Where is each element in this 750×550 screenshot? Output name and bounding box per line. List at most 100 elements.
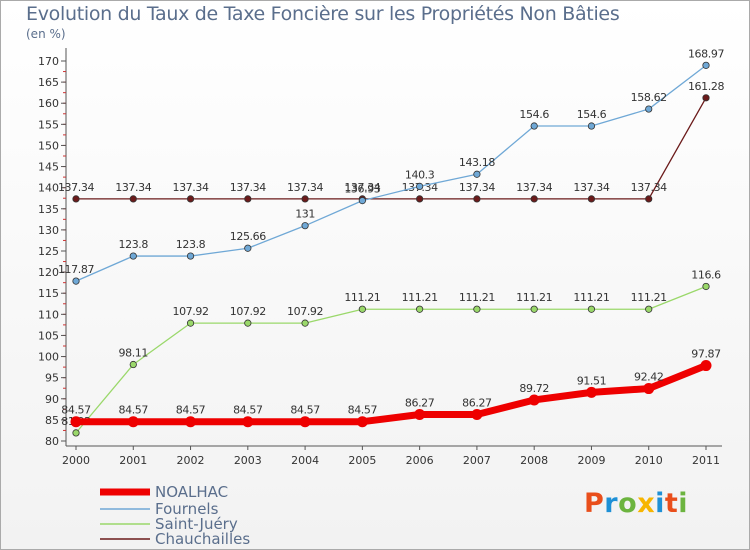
y-tick-label: 155 [38,118,59,131]
x-tick-label: 2007 [463,454,491,467]
data-label-saint-ju-ry: 107.92 [172,305,208,318]
logo-letter: t [664,488,679,519]
point-chauchailles [72,195,80,203]
data-label-fournels: 131 [295,208,315,221]
data-label-noalhac: 86.27 [405,397,435,410]
x-tick-label: 2009 [577,454,605,467]
point-fournels [587,122,596,130]
point-noalhac [127,416,139,428]
y-tick-label: 95 [45,372,59,385]
point-saint-ju-ry [473,305,481,313]
y-tick-label: 105 [38,329,59,342]
y-tick-label: 110 [38,308,59,321]
logo-letter: x [637,488,656,519]
point-fournels [473,170,481,178]
point-fournels [244,244,252,252]
logo-letter: r [604,488,619,519]
x-tick-label: 2011 [692,454,720,467]
point-noalhac [242,416,254,428]
data-label-chauchailles: 137.34 [115,181,151,194]
data-label-chauchailles: 137.34 [459,181,495,194]
data-label-fournels: 140.3 [405,168,435,181]
data-label-saint-ju-ry: 116.6 [691,268,721,281]
point-fournels [416,182,424,190]
data-label-noalhac: 97.87 [691,348,721,361]
data-label-saint-ju-ry: 107.92 [230,305,266,318]
point-fournels [301,222,309,230]
data-label-fournels: 154.6 [519,108,549,121]
logo-letter: o [618,488,638,519]
point-chauchailles [301,195,309,203]
y-tick-label: 130 [38,224,59,237]
point-saint-ju-ry [587,305,596,313]
series-line-chauchailles [75,97,707,200]
point-fournels [702,61,710,69]
point-saint-ju-ry [702,282,710,291]
point-noalhac [700,360,712,372]
data-label-fournels: 125.66 [230,230,266,243]
y-tick-label: 160 [38,97,59,110]
data-label-chauchailles: 137.34 [58,181,94,194]
x-tick-label: 2004 [291,454,319,467]
data-label-saint-ju-ry: 111.21 [631,291,667,304]
data-label-noalhac: 84.57 [290,404,320,417]
data-label-chauchailles: 137.34 [230,181,266,194]
point-saint-ju-ry [129,360,137,369]
chart-title: Evolution du Taux de Taxe Foncière sur l… [26,3,620,25]
point-chauchailles [473,195,481,203]
y-tick-label: 170 [38,55,59,68]
x-tick-label: 2010 [635,454,663,467]
y-tick-label: 85 [45,414,59,427]
point-saint-ju-ry [244,319,252,327]
series-line-saint-ju-ry [75,285,707,434]
point-noalhac [414,409,426,421]
legend-label-fournels: Fournels [155,500,219,518]
data-label-noalhac: 91.51 [577,374,607,387]
data-label-saint-ju-ry: 111.21 [516,291,552,304]
data-label-fournels: 117.87 [58,263,94,276]
point-saint-ju-ry [645,305,653,313]
y-tick-label: 90 [45,393,59,406]
x-tick-label: 2008 [520,454,548,467]
y-tick-label: 145 [38,161,59,174]
point-noalhac [471,409,483,421]
data-label-fournels: 143.18 [459,156,495,169]
data-label-noalhac: 84.57 [348,404,378,417]
data-label-chauchailles: 137.34 [631,181,667,194]
data-label-saint-ju-ry: 111.21 [459,291,495,304]
point-noalhac [356,416,368,428]
point-noalhac [70,416,82,428]
point-chauchailles [129,195,137,203]
point-chauchailles [416,195,424,203]
y-tick-label: 115 [38,287,59,300]
data-label-noalhac: 86.27 [462,397,492,410]
y-tick-label: 140 [38,182,59,195]
data-label-fournels: 154.6 [577,108,607,121]
series-line-noalhac [72,362,710,426]
point-saint-ju-ry [530,305,538,313]
x-tick-label: 2001 [119,454,147,467]
point-saint-ju-ry [72,429,80,437]
point-fournels [186,252,195,260]
point-fournels [530,122,538,130]
point-chauchailles [645,195,653,203]
data-label-saint-ju-ry: 107.92 [287,305,323,318]
legend-label-saint-ju-ry: Saint-Juéry [155,515,238,533]
point-noalhac [528,394,540,406]
data-label-chauchailles: 137.34 [287,181,323,194]
point-fournels [72,277,80,285]
logo-letter: i [678,488,689,519]
legend-label-noalhac: NOALHAC [155,483,228,501]
data-label-fournels: 158.62 [631,91,667,104]
data-label-fournels: 136.93 [344,183,380,196]
x-tick-label: 2005 [348,454,376,467]
data-label-chauchailles: 137.34 [344,181,380,194]
data-label-saint-ju-ry: 111.21 [573,291,609,304]
series-line-fournels [75,64,707,282]
y-tick-label: 120 [38,266,59,279]
y-tick-label: 165 [38,76,59,89]
y-axis-unit: (en %) [26,27,66,41]
point-fournels [358,197,366,205]
